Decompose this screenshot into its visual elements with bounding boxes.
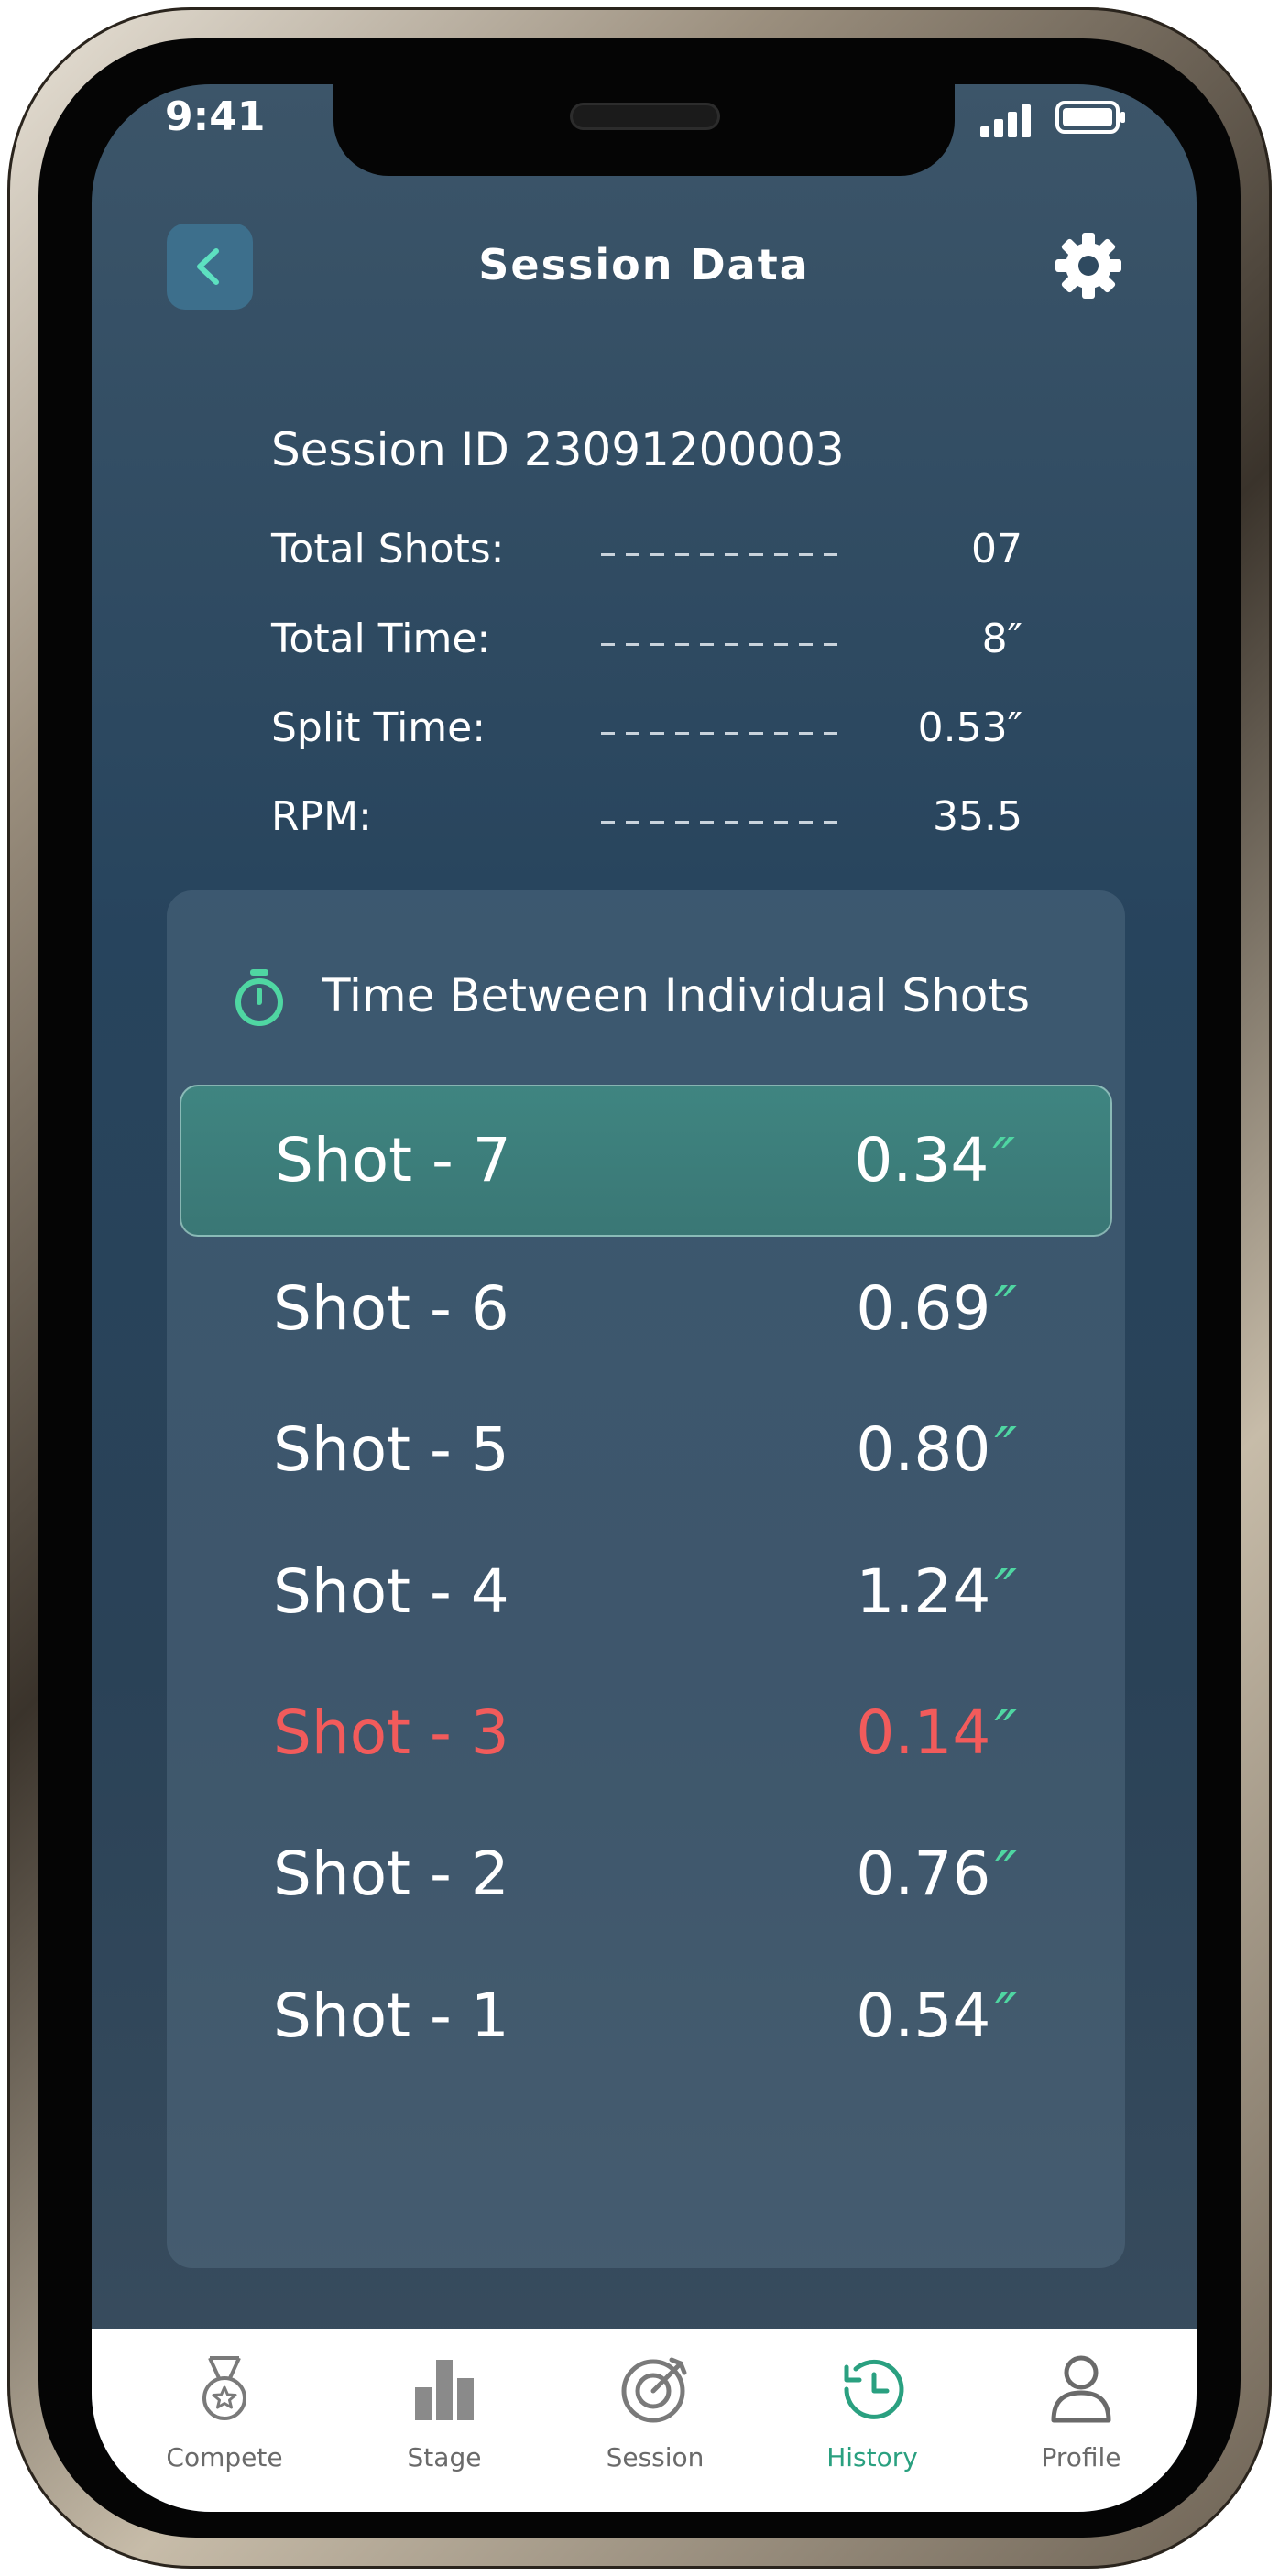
notch: [333, 84, 955, 176]
shot-row-1[interactable]: Shot - 1 0.54″: [180, 1942, 1112, 2094]
shot-label: Shot - 1: [273, 1981, 509, 2051]
shots-card: Time Between Individual Shots Shot - 7 0…: [167, 890, 1125, 2268]
shot-row-4[interactable]: Shot - 4 1.24″: [180, 1518, 1112, 1670]
stat-label: Total Shots:: [271, 526, 505, 573]
history-icon: [844, 2359, 904, 2419]
tab-session[interactable]: Session: [563, 2329, 747, 2512]
shot-row-7[interactable]: Shot - 7 0.34″: [180, 1085, 1112, 1237]
signal-icon: [980, 104, 1033, 137]
tab-compete[interactable]: Compete: [133, 2329, 316, 2512]
stat-label: Total Time:: [271, 616, 491, 662]
shot-value: 1.24″: [856, 1556, 1017, 1627]
shot-label: Shot - 6: [273, 1273, 509, 1344]
back-button[interactable]: [167, 224, 253, 310]
app-screen: 9:41 Session Data: [92, 84, 1197, 2512]
shot-value: 0.34″: [854, 1125, 1015, 1195]
shot-label: Shot - 4: [273, 1556, 509, 1627]
stat-value: 07: [971, 526, 1022, 573]
stat-label: Split Time:: [271, 704, 486, 751]
tab-history[interactable]: History: [781, 2329, 964, 2512]
stat-dashes: [601, 732, 848, 735]
tab-bar: Compete Stage Session: [92, 2329, 1197, 2512]
shot-value: 0.69″: [856, 1273, 1017, 1344]
shot-label: Shot - 5: [273, 1414, 509, 1485]
stat-dashes: [601, 553, 848, 556]
tab-profile[interactable]: Profile: [989, 2329, 1173, 2512]
shot-value: 0.80″: [856, 1414, 1017, 1485]
stat-dashes: [601, 821, 848, 824]
shot-row-3[interactable]: Shot - 3 0.14″: [180, 1659, 1112, 1811]
bar-chart-icon: [415, 2360, 474, 2420]
stat-row-rpm: RPM: 35.5: [271, 793, 1022, 848]
status-time: 9:41: [165, 93, 266, 140]
settings-button[interactable]: [1054, 231, 1123, 300]
stat-value: 35.5: [933, 793, 1022, 840]
tab-label: Session: [606, 2442, 705, 2472]
tab-label: Profile: [1041, 2442, 1121, 2472]
shot-row-2[interactable]: Shot - 2 0.76″: [180, 1800, 1112, 1952]
stat-dashes: [601, 643, 848, 646]
card-header: Time Between Individual Shots: [227, 964, 1098, 1037]
stat-row-split-time: Split Time: 0.53″: [271, 704, 1022, 759]
shot-value: 0.14″: [856, 1697, 1017, 1768]
user-icon: [1051, 2355, 1111, 2423]
page-title: Session Data: [478, 240, 810, 289]
stat-value: 0.53″: [917, 704, 1022, 751]
shot-label: Shot - 2: [273, 1839, 509, 1909]
tab-label: Compete: [166, 2442, 283, 2472]
shot-value: 0.54″: [856, 1981, 1017, 2051]
stat-label: RPM:: [271, 793, 372, 840]
shot-value: 0.76″: [856, 1839, 1017, 1909]
session-id: Session ID 23091200003: [271, 423, 845, 476]
gear-icon: [1055, 233, 1121, 299]
shot-row-6[interactable]: Shot - 6 0.69″: [180, 1235, 1112, 1387]
tab-label: History: [826, 2442, 918, 2472]
tab-stage[interactable]: Stage: [353, 2329, 536, 2512]
shot-label: Shot - 3: [273, 1697, 509, 1768]
stopwatch-icon: [235, 969, 283, 1026]
medal-icon: [202, 2356, 246, 2420]
speaker-grille: [570, 103, 720, 130]
stat-row-total-shots: Total Shots: 07: [271, 526, 1022, 581]
stat-value: 8″: [981, 616, 1022, 662]
target-icon: [621, 2357, 687, 2423]
shot-label: Shot - 7: [275, 1125, 511, 1195]
battery-icon: [1055, 101, 1125, 134]
stat-row-total-time: Total Time: 8″: [271, 616, 1022, 671]
shot-row-5[interactable]: Shot - 5 0.80″: [180, 1376, 1112, 1528]
chevron-left-icon: [197, 248, 219, 285]
card-title: Time Between Individual Shots: [322, 969, 1030, 1022]
tab-label: Stage: [407, 2442, 482, 2472]
